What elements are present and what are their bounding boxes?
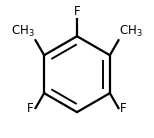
Text: F: F (27, 102, 34, 116)
Text: CH$_3$: CH$_3$ (119, 24, 143, 39)
Text: F: F (74, 5, 80, 18)
Text: CH$_3$: CH$_3$ (11, 24, 35, 39)
Text: F: F (120, 102, 127, 116)
